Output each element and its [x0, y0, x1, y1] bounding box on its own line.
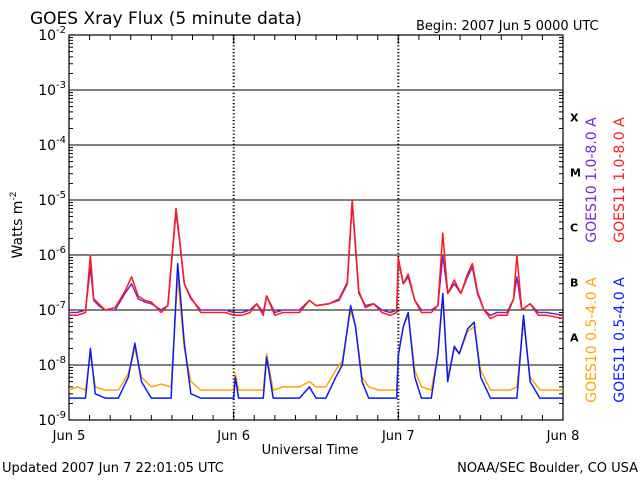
data-series: [68, 199, 564, 399]
series-line-2: [69, 199, 564, 320]
x-axis-label: Universal Time: [262, 443, 359, 458]
begin-date: Begin: 2007 Jun 5 0000 UTC: [416, 19, 599, 34]
flare-class-C: C: [570, 222, 578, 235]
updated-timestamp: Updated 2007 Jun 7 22:01:05 UTC: [2, 461, 224, 476]
flare-class-X: X: [570, 112, 579, 125]
flare-class-B: B: [570, 277, 578, 290]
x-tick-label: Jun 8: [546, 429, 580, 444]
axis-ticks: [68, 34, 564, 421]
y-tick-label: 10-8: [38, 355, 66, 374]
y-tick-label: 10-7: [38, 300, 66, 319]
y-tick-labels: 10-9 10-8 10-7 10-6 10-5 10-4 10-3 10-2: [38, 25, 66, 429]
x-tick-label: Jun 6: [216, 429, 250, 444]
series-line-4: [69, 262, 563, 399]
legend-entry-1: GOES10 1.0-8.0 A: [584, 117, 600, 243]
x-tick-labels: Jun 5 Jun 6 Jun 7 Jun 8: [52, 429, 580, 444]
y-axis-label-exponent: -2: [9, 192, 19, 201]
chart-title: GOES Xray Flux (5 minute data): [30, 9, 302, 29]
plot-area: [68, 34, 564, 421]
flare-class-A: A: [570, 332, 579, 345]
series-line-3: [68, 276, 563, 391]
y-tick-label: 10-3: [38, 80, 66, 99]
svg-text:Watts m-2: Watts m-2: [9, 192, 26, 259]
y-tick-label: 10-2: [38, 25, 66, 44]
y-tick-label: 10-6: [38, 245, 66, 264]
y-tick-label: 10-5: [38, 190, 66, 209]
legend-entry-2: GOES11 1.0-8.0 A: [612, 117, 628, 243]
x-tick-label: Jun 5: [52, 429, 86, 444]
legend: GOES10 1.0-8.0 A GOES11 1.0-8.0 A GOES10 0…: [584, 117, 628, 403]
flare-class-labels: A B C M X: [570, 112, 581, 345]
y-axis-label: Watts m-2: [9, 192, 26, 259]
y-tick-label: 10-4: [38, 135, 66, 154]
legend-entry-4: GOES11 0.5-4.0 A: [612, 277, 628, 403]
y-axis-label-text: Watts m: [10, 201, 26, 259]
y-tick-label: 10-9: [38, 410, 66, 429]
x-tick-label: Jun 7: [381, 429, 415, 444]
plot-frame: [68, 34, 564, 421]
credit: NOAA/SEC Boulder, CO USA: [457, 461, 638, 476]
grid-lines: [69, 35, 563, 420]
legend-entry-3: GOES10 0.5-4.0 A: [584, 277, 600, 403]
flare-class-M: M: [570, 167, 581, 180]
